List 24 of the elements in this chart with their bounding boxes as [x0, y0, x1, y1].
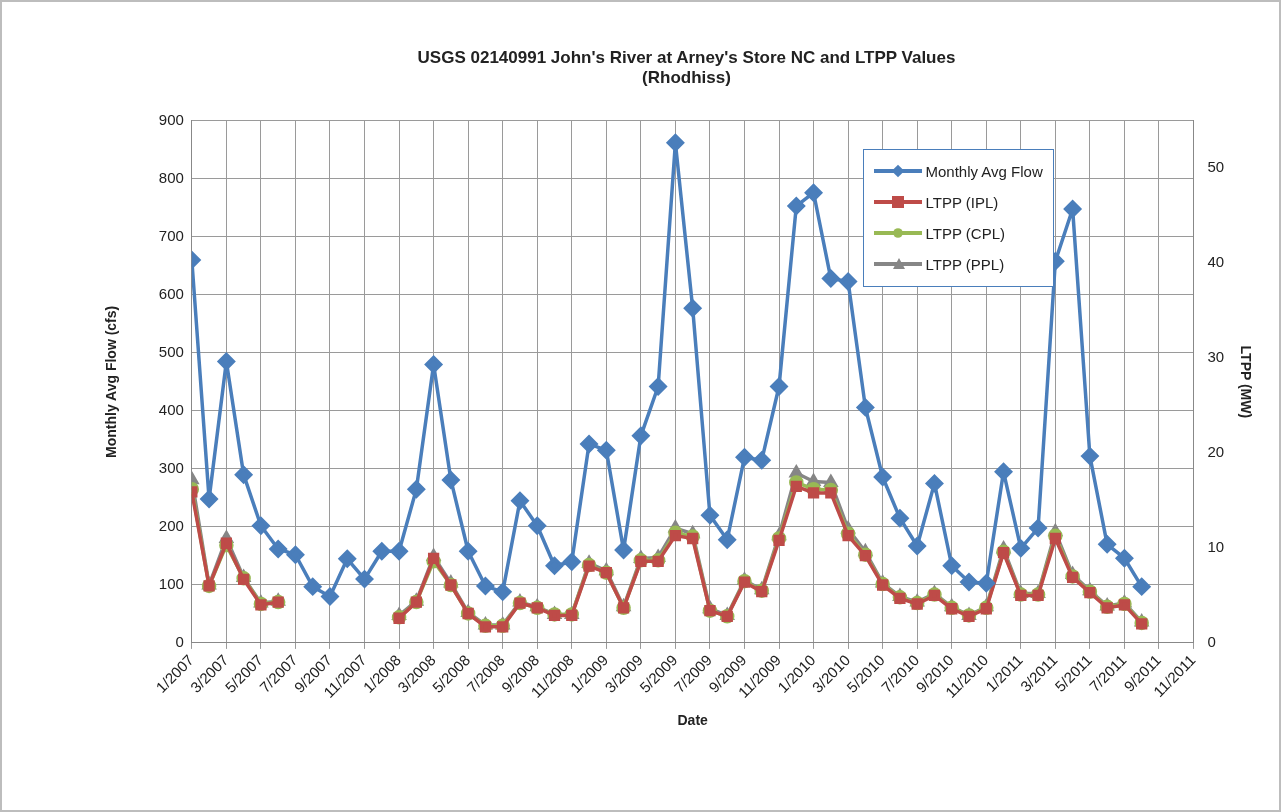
y-tick-label: 600 — [158, 284, 184, 302]
y2-tick-label: 20 — [1207, 443, 1225, 461]
y-tick-label: 400 — [158, 401, 184, 419]
y-tick-label: 700 — [158, 226, 184, 244]
y2-tick-label: 0 — [1207, 633, 1216, 651]
y-tick-label: 100 — [158, 575, 184, 593]
y2-tick-label: 10 — [1207, 538, 1225, 556]
x-axis-title: Date — [677, 712, 709, 729]
y-tick-label: 300 — [158, 459, 184, 477]
y2-axis-title: LTPP (MW) — [1237, 345, 1254, 419]
legend-label: LTPP (IPL) — [925, 193, 999, 211]
y-tick-label: 0 — [175, 633, 184, 651]
y-tick-label: 500 — [158, 342, 184, 360]
y2-tick-label: 40 — [1207, 253, 1225, 271]
legend-label: LTPP (CPL) — [925, 224, 1005, 242]
legend-label: Monthly Avg Flow — [925, 162, 1043, 180]
y-tick-label: 800 — [158, 168, 184, 186]
y2-tick-label: 30 — [1207, 348, 1225, 366]
y2-tick-label: 50 — [1207, 158, 1225, 176]
chart-title: USGS 02140991 John's River at Arney's Store NC and LTPP Values (Rhodhiss) — [417, 47, 956, 88]
y-tick-label: 200 — [158, 517, 184, 535]
legend-label: LTPP (PPL) — [925, 255, 1005, 273]
y-tick-label: 900 — [158, 110, 184, 128]
y-axis-title: Monthly Avg Flow (cfs) — [103, 305, 120, 458]
